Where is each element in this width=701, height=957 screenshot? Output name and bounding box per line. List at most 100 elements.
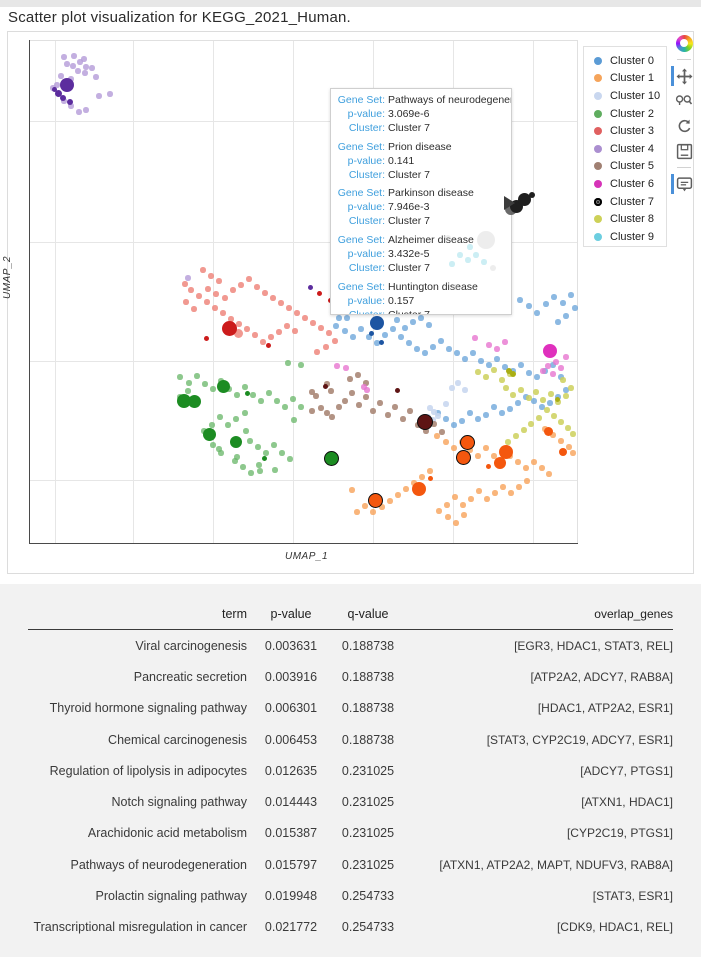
scatter-point-cluster-0	[462, 356, 468, 362]
plot-toolbar	[671, 33, 696, 194]
scatter-point-cluster-3	[323, 344, 329, 350]
scatter-point-cluster-2	[266, 390, 272, 396]
pan-icon[interactable]	[671, 66, 694, 86]
legend-item[interactable]: Cluster 6	[584, 175, 666, 193]
scatter-point-cluster-5	[322, 383, 328, 389]
legend-item[interactable]: Cluster 2	[584, 105, 666, 123]
page-title: Scatter plot visualization for KEGG_2021…	[8, 9, 351, 26]
scatter-point-cluster-1	[461, 512, 467, 518]
scatter-point-cluster-0	[558, 374, 564, 380]
scatter-point-cluster-2	[287, 456, 293, 462]
column-header-p-value: p-value	[270, 607, 312, 621]
scatter-point-cluster-2	[263, 450, 269, 456]
box-zoom-icon[interactable]	[674, 91, 694, 111]
scatter-point-cluster-2	[218, 450, 224, 456]
legend: Cluster 0 Cluster 1 Cluster 10 Cluster 2 Clu…	[583, 46, 667, 247]
save-icon[interactable]	[674, 141, 694, 161]
tooltip-field-label: p-value:	[347, 107, 385, 120]
scatter-point-cluster-0	[550, 362, 556, 368]
table-cell: [ATXN1, ATP2A2, MAPT, NDUFV3, RAB8A]	[439, 857, 673, 872]
scatter-point-cluster-1	[539, 465, 545, 471]
legend-item[interactable]: Cluster 9	[584, 228, 666, 246]
scatter-point-cluster-8	[563, 393, 569, 399]
scatter-point-cluster-2	[202, 381, 208, 387]
legend-item-label: Cluster 9	[610, 230, 655, 243]
scatter-point-cluster-2	[256, 462, 262, 468]
legend-item[interactable]: Cluster 5	[584, 158, 666, 176]
scatter-point-cluster-0	[510, 368, 516, 374]
legend-item[interactable]: Cluster 1	[584, 70, 666, 88]
scatter-point-cluster-2	[271, 442, 277, 448]
tooltip-field-label: Gene Set:	[337, 280, 385, 293]
scatter-point-cluster-1	[491, 453, 497, 459]
scatter-point-cluster-2	[185, 388, 191, 394]
scatter-point-cluster-0	[547, 400, 553, 406]
scatter-point-cluster-6	[502, 339, 508, 345]
tooltip-field-value: Alzheimer disease	[388, 234, 474, 247]
tooltip-field-label: Gene Set:	[337, 140, 385, 153]
scatter-point-cluster-0	[555, 319, 561, 325]
scatter-point-cluster-0	[539, 404, 545, 410]
scatter-point-cluster-3	[244, 326, 250, 332]
scatter-point-cluster-8	[506, 368, 512, 374]
legend-marker-icon	[594, 162, 602, 171]
scatter-point-cluster-8	[555, 399, 561, 405]
scatter-point-cluster-8	[513, 433, 519, 439]
scatter-point-cluster-2	[194, 373, 200, 379]
column-header-q-value: q-value	[347, 607, 389, 621]
scatter-point-cluster-2	[216, 379, 230, 393]
table-row: Pathways of neurodegeneration 0.015797 0.2…	[0, 849, 701, 880]
scatter-point-cluster-5	[392, 404, 398, 410]
scatter-point-cluster-8	[503, 385, 509, 391]
legend-item[interactable]: Cluster 7	[584, 193, 666, 211]
reset-icon[interactable]	[674, 116, 694, 136]
legend-item[interactable]: Cluster 4	[584, 140, 666, 158]
top-strip	[0, 0, 701, 7]
tooltip-field-value: 0.157	[388, 294, 415, 307]
legend-item[interactable]: Cluster 8	[584, 210, 666, 228]
scatter-point-cluster-10	[427, 405, 433, 411]
scatter-point-cluster-1	[434, 433, 440, 439]
scatter-point-cluster-1	[459, 434, 475, 450]
scatter-point-cluster-0	[443, 416, 449, 422]
scatter-point-cluster-3	[270, 295, 276, 301]
scatter-point-cluster-0	[526, 303, 532, 309]
scatter-point-cluster-4	[54, 89, 62, 97]
scatter-point-cluster-6	[545, 363, 551, 369]
scatter-point-cluster-10	[443, 401, 449, 407]
legend-marker-icon	[594, 232, 602, 241]
scatter-point-cluster-1	[427, 468, 433, 474]
tooltip-row: Gene Set: Huntington disease	[333, 281, 507, 295]
scatter-point-cluster-0	[494, 356, 500, 362]
scatter-point-cluster-2	[234, 392, 240, 398]
scatter-point-cluster-4	[89, 65, 95, 71]
scatter-point-cluster-4	[51, 86, 57, 92]
tooltip-field-value: 3.432e-5	[388, 248, 430, 261]
scatter-point-cluster-7	[529, 192, 535, 198]
scatter-point-cluster-1	[453, 520, 459, 526]
table-cell: 0.254733	[341, 920, 395, 935]
legend-item[interactable]: Cluster 10	[584, 87, 666, 105]
scatter-point-cluster-10	[455, 380, 461, 386]
scatter-point-cluster-5	[355, 372, 361, 378]
tooltip-field-label: Cluster:	[348, 308, 385, 315]
plot-frame-right	[577, 40, 578, 543]
legend-item[interactable]: Cluster 3	[584, 122, 666, 140]
table-cell: 0.012635	[264, 763, 318, 778]
gridline-vertical	[293, 40, 294, 543]
legend-marker-icon	[594, 56, 602, 65]
hover-tooltip: Gene Set:Pathways of neurodegenerationp-…	[330, 88, 512, 315]
scatter-point-cluster-5	[347, 376, 353, 382]
table-cell: 0.015387	[264, 826, 318, 841]
scatter-point-cluster-2	[255, 444, 261, 450]
table-row: Arachidonic acid metabolism 0.015387 0.231…	[0, 818, 701, 849]
hover-icon[interactable]	[671, 174, 694, 194]
legend-marker-icon	[594, 109, 602, 118]
legend-marker-icon	[594, 144, 602, 153]
scatter-point-cluster-6	[334, 363, 340, 369]
scatter-point-cluster-4	[81, 56, 87, 62]
legend-item[interactable]: Cluster 0	[584, 52, 666, 70]
scatter-point-cluster-0	[414, 346, 420, 352]
table-cell: 0.021772	[264, 920, 318, 935]
